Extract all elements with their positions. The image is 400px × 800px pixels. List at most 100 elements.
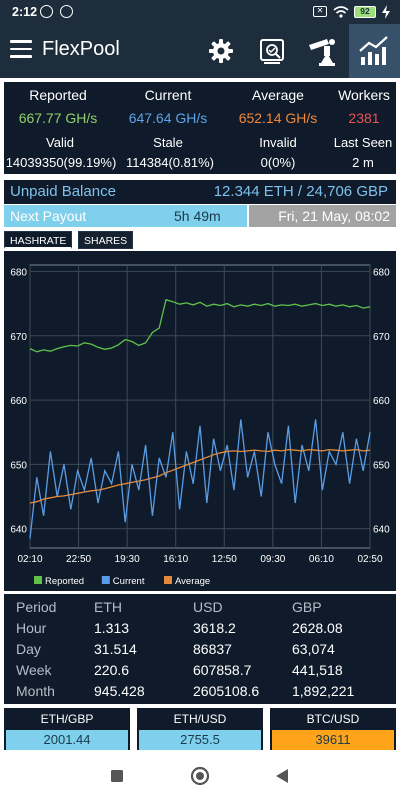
legend-label: Reported [45, 576, 84, 587]
y-tick-label-left: 680 [10, 267, 27, 278]
series-line-average [29, 448, 371, 504]
x-tick-label: 02:10 [17, 554, 42, 565]
chart-tabs: HASHRATE SHARES *click the chart show de… [4, 231, 396, 249]
invalid-label: Invalid [259, 135, 297, 150]
next-payout-label: Next Payout [10, 208, 87, 224]
average-value: 652.14 GH/s [238, 110, 318, 126]
app-bar: FlexPool [0, 24, 400, 78]
x-tick-label: 02:50 [357, 554, 382, 565]
next-payout-time: 5h 49m [174, 208, 221, 224]
earnings-table: Period ETH USD GBP Hour 1.313 3618.2 262… [4, 594, 396, 704]
x-tick-label: 12:50 [212, 554, 237, 565]
y-tick-label-right: 640 [373, 525, 390, 536]
home-circle-icon[interactable] [190, 766, 210, 786]
price-value: 2755.5 [139, 730, 261, 750]
hashrate-chart-svg[interactable]: 640 640 650 650 660 660 670 670 680 680 02:10 22:50… [4, 251, 396, 591]
plot-frame [29, 264, 371, 549]
reported-value: 667.77 GH/s [18, 110, 98, 126]
series-line-current [29, 419, 371, 539]
stale-label: Stale [153, 135, 183, 150]
x-tick-label: 22:50 [66, 554, 91, 565]
y-tick-label-right: 650 [373, 460, 390, 471]
price-label: BTC/USD [306, 712, 360, 726]
table-row: Day 31.514 86837 63,074 [4, 639, 396, 660]
payout-progress-remaining [249, 205, 396, 227]
table-cell: Hour [16, 620, 47, 636]
table-row: Week 220.6 607858.7 441,518 [4, 660, 396, 681]
price-value: 39611 [272, 730, 394, 750]
active-tab-highlight [349, 24, 400, 78]
stats-panel: Reported Current Average Workers 667.77 … [4, 82, 396, 174]
stale-value: 114384(0.81%) [126, 155, 214, 170]
table-cell: Week [16, 662, 52, 678]
average-label: Average [252, 87, 304, 103]
menu-icon[interactable] [10, 40, 32, 58]
chart-icon[interactable] [356, 33, 392, 69]
legend-label: Current [113, 576, 145, 587]
recents-square-icon[interactable] [110, 769, 124, 783]
y-tick-label-left: 670 [10, 332, 27, 343]
y-tick-label-right: 680 [373, 267, 390, 278]
table-cell: 1,892,221 [292, 683, 355, 699]
gear-icon[interactable] [203, 33, 239, 69]
price-value: 2001.44 [6, 730, 128, 750]
workers-label: Workers [338, 87, 390, 103]
price-tile-eth-gbp: ETH/GBP 2001.44 [4, 708, 130, 750]
charging-icon [382, 5, 390, 19]
table-header: ETH [94, 599, 122, 615]
last-seen-value: 2 m [352, 155, 374, 170]
status-bar: 2:12 ✕ 92 [0, 0, 400, 24]
valid-value: 14039350(99.19%) [5, 155, 117, 170]
legend-swatch [101, 576, 110, 584]
table-cell: 63,074 [292, 641, 335, 657]
table-cell: Day [16, 641, 41, 657]
table-row: Hour 1.313 3618.2 2628.08 [4, 618, 396, 639]
tab-hashrate[interactable]: HASHRATE [4, 231, 73, 249]
app-title: FlexPool [42, 38, 120, 60]
table-cell: 441,518 [292, 662, 343, 678]
price-label: ETH/GBP [40, 712, 94, 726]
table-cell: Month [16, 683, 55, 699]
table-cell: 1.313 [94, 620, 130, 636]
x-tick-label: 16:10 [163, 554, 188, 565]
y-tick-label-right: 670 [373, 332, 390, 343]
chart-hint: *click the chart show details [262, 233, 396, 244]
table-cell: 31.514 [94, 641, 137, 657]
table-header: GBP [292, 599, 322, 615]
analytics-icon[interactable] [254, 33, 290, 69]
hashrate-chart[interactable]: 640 640 650 650 660 660 670 670 680 680 02:10 22:50… [4, 251, 396, 591]
unpaid-balance-bar: Unpaid Balance 12.344 ETH / 24,706 GBP [4, 180, 396, 204]
price-tile-eth-usd: ETH/USD 2755.5 [137, 708, 263, 750]
last-seen-label: Last Seen [333, 135, 393, 150]
table-header: USD [193, 599, 223, 615]
x-tick-label: 19:30 [115, 554, 140, 565]
y-tick-label-left: 640 [10, 525, 27, 536]
y-tick-label-left: 650 [10, 460, 27, 471]
table-header-row: Period ETH USD GBP [4, 597, 396, 618]
table-cell: 2628.08 [292, 620, 343, 636]
tab-shares[interactable]: SHARES [78, 231, 134, 249]
next-payout-bar: Next Payout 5h 49m Fri, 21 May, 08:02 [4, 205, 396, 227]
x-tick-label: 09:30 [260, 554, 285, 565]
y-tick-label-left: 660 [10, 396, 27, 407]
reported-label: Reported [29, 87, 87, 103]
price-label: ETH/USD [173, 712, 227, 726]
notification-box-icon: ✕ [313, 6, 327, 17]
legend-swatch [164, 576, 172, 584]
table-cell: 945.428 [94, 683, 145, 699]
back-triangle-icon[interactable] [275, 768, 289, 784]
invalid-value: 0(0%) [260, 155, 296, 170]
status-time: 2:12 [12, 5, 38, 19]
mining-rig-icon[interactable] [305, 33, 341, 69]
table-row: Month 945.428 2605108.6 1,892,221 [4, 681, 396, 702]
table-cell: 3618.2 [193, 620, 236, 636]
series-line-reported [29, 298, 371, 353]
table-cell: 2605108.6 [193, 683, 260, 699]
table-header: Period [16, 599, 57, 615]
location-icon [60, 5, 73, 18]
wifi-icon [333, 6, 349, 18]
unpaid-balance-label: Unpaid Balance [10, 183, 116, 200]
table-cell: 86837 [193, 641, 232, 657]
legend-label: Average [175, 576, 210, 587]
legend-swatch [34, 576, 42, 584]
